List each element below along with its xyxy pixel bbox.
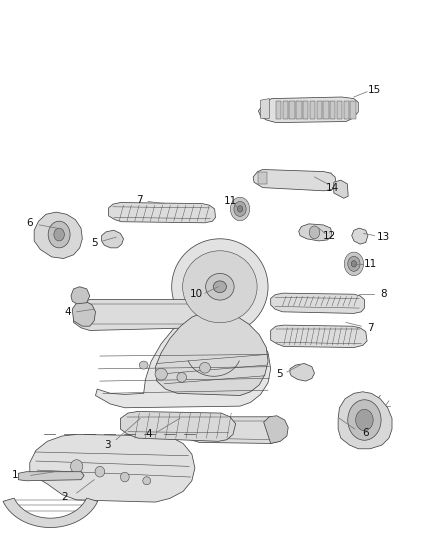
Text: 8: 8 <box>380 289 387 299</box>
Polygon shape <box>71 287 90 304</box>
Circle shape <box>344 252 364 276</box>
Text: 7: 7 <box>367 323 374 333</box>
Ellipse shape <box>200 362 210 373</box>
Text: 3: 3 <box>104 440 111 450</box>
Polygon shape <box>258 97 358 123</box>
Polygon shape <box>296 101 301 119</box>
Ellipse shape <box>206 273 234 300</box>
Text: 11: 11 <box>364 259 377 269</box>
Text: 5: 5 <box>91 238 98 247</box>
Polygon shape <box>283 101 288 119</box>
Circle shape <box>48 221 70 248</box>
Text: 10: 10 <box>190 289 203 299</box>
Polygon shape <box>290 364 314 381</box>
Ellipse shape <box>71 459 83 473</box>
Circle shape <box>230 197 250 221</box>
Text: 15: 15 <box>368 85 381 94</box>
Text: 6: 6 <box>26 218 33 228</box>
Polygon shape <box>3 498 98 528</box>
Polygon shape <box>303 101 308 119</box>
Text: 4: 4 <box>64 307 71 317</box>
Text: 2: 2 <box>61 492 68 502</box>
Polygon shape <box>95 313 271 408</box>
Polygon shape <box>290 101 295 119</box>
Ellipse shape <box>177 373 187 382</box>
Polygon shape <box>183 417 284 443</box>
Circle shape <box>356 409 373 431</box>
Ellipse shape <box>120 472 129 482</box>
Polygon shape <box>155 312 268 395</box>
Polygon shape <box>261 99 269 118</box>
Polygon shape <box>334 180 348 198</box>
Circle shape <box>234 201 246 216</box>
Ellipse shape <box>155 368 167 380</box>
Polygon shape <box>323 101 328 119</box>
Circle shape <box>237 206 243 212</box>
Polygon shape <box>271 325 367 348</box>
Polygon shape <box>271 293 364 313</box>
Polygon shape <box>72 301 95 326</box>
Text: 5: 5 <box>276 369 283 379</box>
Ellipse shape <box>95 466 105 477</box>
Text: 11: 11 <box>223 197 237 206</box>
Polygon shape <box>299 224 332 241</box>
Text: 1: 1 <box>12 471 19 480</box>
Circle shape <box>309 226 320 239</box>
Polygon shape <box>34 212 82 259</box>
Polygon shape <box>310 101 315 119</box>
Polygon shape <box>102 230 124 248</box>
Polygon shape <box>264 416 288 443</box>
Circle shape <box>351 261 357 267</box>
Circle shape <box>54 228 64 241</box>
Polygon shape <box>120 411 236 441</box>
Ellipse shape <box>172 239 268 335</box>
Ellipse shape <box>183 251 257 322</box>
Text: 7: 7 <box>136 195 143 205</box>
Ellipse shape <box>139 361 148 369</box>
Polygon shape <box>330 101 336 119</box>
Text: 14: 14 <box>325 183 339 192</box>
Polygon shape <box>350 101 356 119</box>
Polygon shape <box>109 203 215 223</box>
Polygon shape <box>74 300 209 330</box>
Polygon shape <box>276 101 281 119</box>
Ellipse shape <box>143 477 151 485</box>
Polygon shape <box>258 172 267 184</box>
Text: 13: 13 <box>377 232 390 242</box>
Circle shape <box>348 400 381 440</box>
Polygon shape <box>344 101 349 119</box>
Polygon shape <box>337 101 342 119</box>
Ellipse shape <box>213 281 226 293</box>
Polygon shape <box>18 472 84 481</box>
Polygon shape <box>338 392 392 449</box>
Circle shape <box>348 256 360 271</box>
Polygon shape <box>317 101 322 119</box>
Polygon shape <box>253 169 336 191</box>
Polygon shape <box>352 228 368 244</box>
Text: 12: 12 <box>323 231 336 240</box>
Text: 6: 6 <box>362 428 369 438</box>
Text: 4: 4 <box>145 430 152 439</box>
Polygon shape <box>30 434 195 502</box>
